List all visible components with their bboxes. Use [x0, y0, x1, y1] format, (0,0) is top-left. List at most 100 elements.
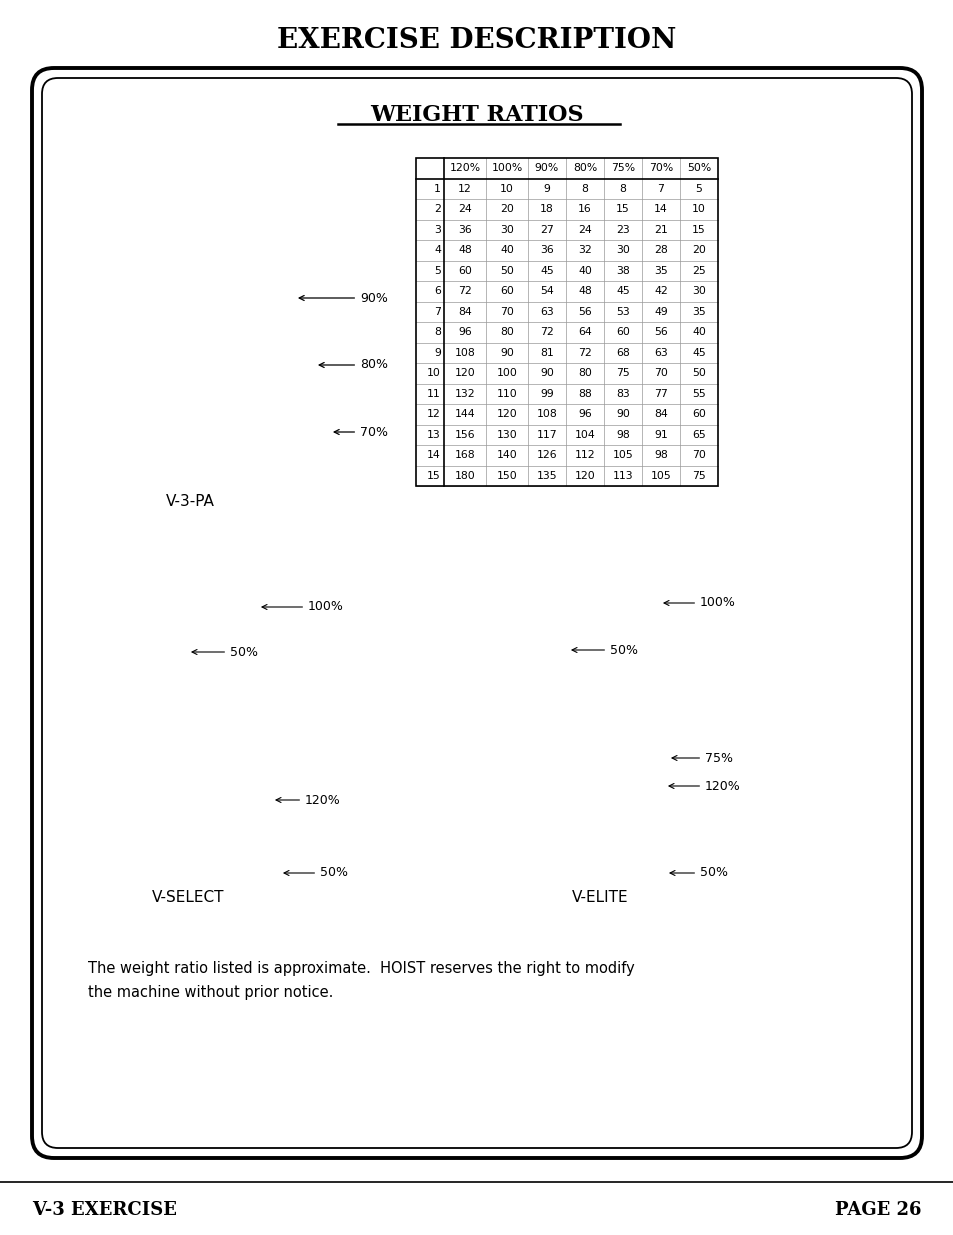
- Text: 53: 53: [616, 306, 629, 316]
- Text: 65: 65: [691, 430, 705, 440]
- Text: 20: 20: [499, 204, 514, 214]
- Text: 144: 144: [455, 409, 475, 419]
- Text: 6: 6: [434, 287, 440, 296]
- Text: 72: 72: [539, 327, 554, 337]
- Text: V-3-PA: V-3-PA: [166, 494, 214, 510]
- Text: 20: 20: [691, 246, 705, 256]
- Text: 25: 25: [691, 266, 705, 275]
- Text: 100: 100: [497, 368, 517, 378]
- Text: 30: 30: [691, 287, 705, 296]
- Text: V-SELECT: V-SELECT: [152, 890, 224, 905]
- Text: 38: 38: [616, 266, 629, 275]
- Text: 72: 72: [578, 348, 591, 358]
- Text: 120: 120: [455, 368, 475, 378]
- Text: 15: 15: [427, 471, 440, 480]
- Text: 90: 90: [499, 348, 514, 358]
- Text: 18: 18: [539, 204, 554, 214]
- Text: 60: 60: [616, 327, 629, 337]
- Text: 70: 70: [691, 451, 705, 461]
- Text: 50: 50: [691, 368, 705, 378]
- Text: 105: 105: [650, 471, 671, 480]
- Text: 68: 68: [616, 348, 629, 358]
- Text: 110: 110: [497, 389, 517, 399]
- Text: 83: 83: [616, 389, 629, 399]
- Text: 75%: 75%: [671, 752, 732, 764]
- Text: 40: 40: [578, 266, 591, 275]
- Text: 168: 168: [455, 451, 475, 461]
- Text: 10: 10: [427, 368, 440, 378]
- Text: 50%: 50%: [686, 163, 710, 173]
- Text: 113: 113: [612, 471, 633, 480]
- Text: 180: 180: [455, 471, 475, 480]
- Text: 60: 60: [457, 266, 472, 275]
- Text: 24: 24: [578, 225, 591, 235]
- Text: 5: 5: [434, 266, 440, 275]
- Text: 105: 105: [612, 451, 633, 461]
- Text: 120%: 120%: [275, 794, 340, 806]
- Text: 10: 10: [691, 204, 705, 214]
- Text: 7: 7: [434, 306, 440, 316]
- Text: 9: 9: [434, 348, 440, 358]
- Text: 14: 14: [427, 451, 440, 461]
- Text: 150: 150: [497, 471, 517, 480]
- Text: 90: 90: [616, 409, 629, 419]
- Text: 8: 8: [618, 184, 626, 194]
- Text: 117: 117: [537, 430, 557, 440]
- Text: 42: 42: [654, 287, 667, 296]
- Text: 32: 32: [578, 246, 591, 256]
- Text: 96: 96: [457, 327, 472, 337]
- Text: 3: 3: [434, 225, 440, 235]
- Text: 84: 84: [654, 409, 667, 419]
- Text: 70: 70: [499, 306, 514, 316]
- Text: 1: 1: [434, 184, 440, 194]
- Text: 16: 16: [578, 204, 591, 214]
- Text: 100%: 100%: [663, 597, 735, 610]
- Text: WEIGHT RATIOS: WEIGHT RATIOS: [370, 104, 583, 126]
- Text: 13: 13: [427, 430, 440, 440]
- Text: 36: 36: [457, 225, 472, 235]
- Text: V-3 EXERCISE: V-3 EXERCISE: [32, 1200, 176, 1219]
- Text: 70%: 70%: [334, 426, 388, 438]
- FancyBboxPatch shape: [42, 78, 911, 1149]
- Text: 80: 80: [499, 327, 514, 337]
- Text: 63: 63: [654, 348, 667, 358]
- Text: 8: 8: [581, 184, 588, 194]
- Text: 28: 28: [654, 246, 667, 256]
- Text: 50%: 50%: [192, 646, 257, 658]
- Text: 5: 5: [695, 184, 701, 194]
- Text: 35: 35: [691, 306, 705, 316]
- Text: 80%: 80%: [572, 163, 597, 173]
- Text: 50%: 50%: [669, 867, 727, 879]
- Text: 120%: 120%: [449, 163, 480, 173]
- Text: 56: 56: [578, 306, 591, 316]
- Text: 56: 56: [654, 327, 667, 337]
- Text: 90: 90: [539, 368, 554, 378]
- Text: 108: 108: [455, 348, 475, 358]
- Text: 96: 96: [578, 409, 591, 419]
- Text: 35: 35: [654, 266, 667, 275]
- Text: 70: 70: [654, 368, 667, 378]
- Text: 126: 126: [537, 451, 557, 461]
- Text: 48: 48: [578, 287, 591, 296]
- Text: 75: 75: [691, 471, 705, 480]
- Text: 45: 45: [616, 287, 629, 296]
- Text: EXERCISE DESCRIPTION: EXERCISE DESCRIPTION: [277, 26, 676, 53]
- Text: 27: 27: [539, 225, 554, 235]
- Text: 100%: 100%: [491, 163, 522, 173]
- Text: 24: 24: [457, 204, 472, 214]
- Text: 81: 81: [539, 348, 554, 358]
- Text: 100%: 100%: [262, 600, 343, 614]
- Text: 45: 45: [539, 266, 554, 275]
- Text: The weight ratio listed is approximate.  HOIST reserves the right to modify: The weight ratio listed is approximate. …: [88, 961, 634, 976]
- Text: 120%: 120%: [668, 779, 740, 793]
- Text: 11: 11: [427, 389, 440, 399]
- Text: 88: 88: [578, 389, 591, 399]
- Text: 54: 54: [539, 287, 554, 296]
- Text: 108: 108: [536, 409, 557, 419]
- Text: V-ELITE: V-ELITE: [571, 890, 628, 905]
- Text: 120: 120: [497, 409, 517, 419]
- Text: 10: 10: [499, 184, 514, 194]
- Text: the machine without prior notice.: the machine without prior notice.: [88, 986, 333, 1000]
- Text: 12: 12: [427, 409, 440, 419]
- Text: 55: 55: [691, 389, 705, 399]
